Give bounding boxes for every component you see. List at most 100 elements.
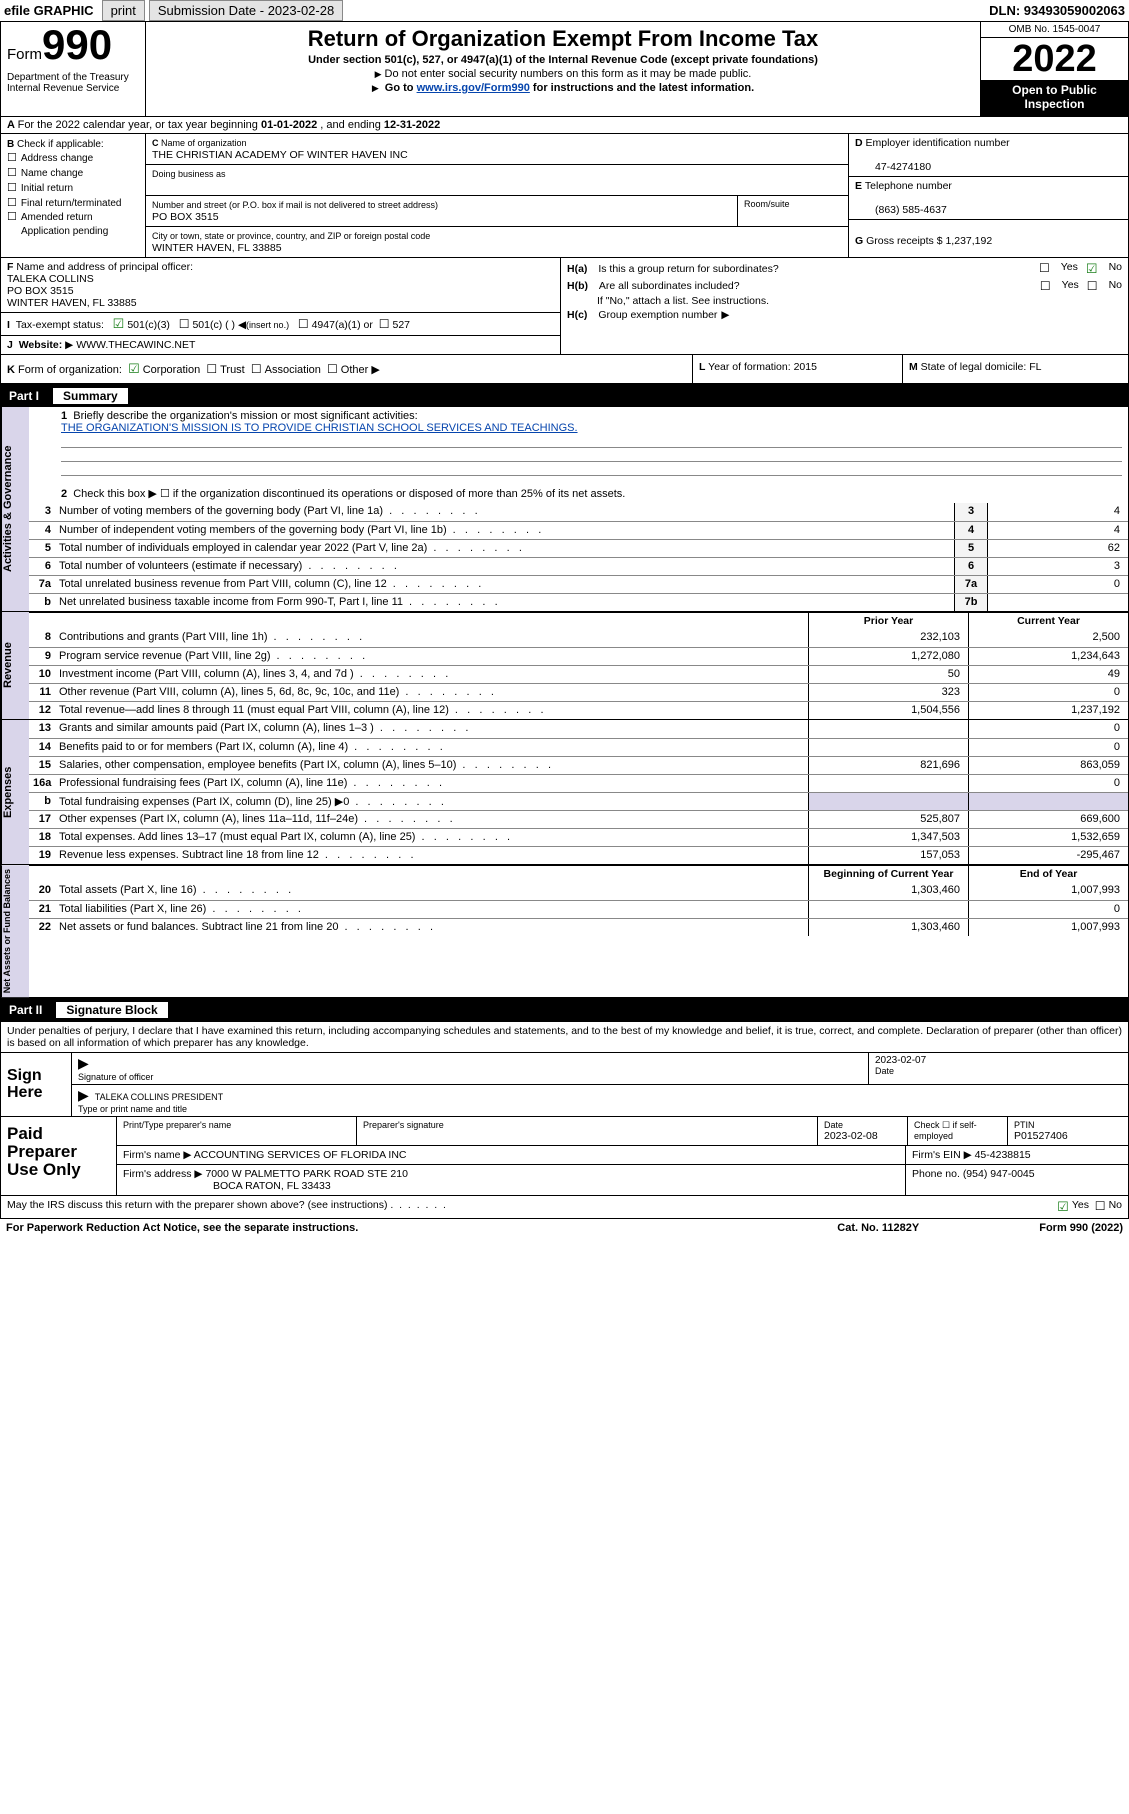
fin-row: 16aProfessional fundraising fees (Part I… bbox=[29, 774, 1128, 792]
part1-header: Part I Summary bbox=[1, 385, 1128, 407]
fin-row: 17Other expenses (Part IX, column (A), l… bbox=[29, 810, 1128, 828]
col-c: C Name of organization THE CHRISTIAN ACA… bbox=[146, 134, 848, 257]
sig-declaration: Under penalties of perjury, I declare th… bbox=[1, 1021, 1128, 1052]
chk-trust[interactable] bbox=[206, 364, 220, 376]
h-right: H(a) Is this a group return for subordin… bbox=[561, 258, 1128, 354]
room-suite: Room/suite bbox=[738, 196, 848, 226]
chk-final-return[interactable]: Final return/terminated bbox=[7, 198, 121, 209]
form-subtitle-2: Do not enter social security numbers on … bbox=[154, 68, 972, 80]
hb-no[interactable] bbox=[1087, 279, 1101, 293]
fin-row: 12Total revenue—add lines 8 through 11 (… bbox=[29, 701, 1128, 719]
form-subtitle-1: Under section 501(c), 527, or 4947(a)(1)… bbox=[154, 54, 972, 66]
col-b: B Check if applicable: Address change Na… bbox=[1, 134, 146, 257]
ha-no[interactable] bbox=[1086, 261, 1101, 277]
officer-name: TALEKA COLLINS bbox=[7, 273, 94, 285]
sidetab-gov: Activities & Governance bbox=[1, 407, 29, 611]
officer-signature-line[interactable]: Signature of officer bbox=[72, 1053, 868, 1084]
fin-row: bTotal fundraising expenses (Part IX, co… bbox=[29, 792, 1128, 810]
firm-addr1: 7000 W PALMETTO PARK ROAD STE 210 bbox=[205, 1168, 407, 1180]
gov-row: 4Number of independent voting members of… bbox=[29, 521, 1128, 539]
netassets-section: Net Assets or Fund Balances Beginning of… bbox=[1, 865, 1128, 999]
form-number: 990 bbox=[42, 21, 112, 68]
revenue-body: Prior Year Current Year 8Contributions a… bbox=[29, 612, 1128, 719]
dln-label: DLN: 93493059002063 bbox=[985, 1, 1129, 20]
officer-addr1: PO BOX 3515 bbox=[7, 285, 74, 297]
col-d: D Employer identification number 47-4274… bbox=[848, 134, 1128, 257]
form-container: Form990 Department of the Treasury Inter… bbox=[0, 21, 1129, 1219]
ha-yes[interactable] bbox=[1039, 261, 1053, 277]
chk-self-employed[interactable]: Check ☐ if self-employed bbox=[914, 1120, 1001, 1141]
chk-501c[interactable] bbox=[179, 319, 193, 331]
block-bcd: B Check if applicable: Address change Na… bbox=[1, 134, 1128, 257]
expenses-section: Expenses 13Grants and similar amounts pa… bbox=[1, 720, 1128, 865]
fin-row: 20Total assets (Part X, line 16)1,303,46… bbox=[29, 882, 1128, 900]
discuss-yes[interactable] bbox=[1057, 1199, 1072, 1215]
col-headers-py-cy: Prior Year Current Year bbox=[29, 612, 1128, 629]
year-formation: L Year of formation: 2015 bbox=[693, 355, 903, 383]
telephone-value: (863) 585-4637 bbox=[875, 204, 947, 216]
chk-amended-return[interactable]: Amended return bbox=[7, 212, 93, 223]
gov-row: 6Total number of volunteers (estimate if… bbox=[29, 557, 1128, 575]
fin-row: 15Salaries, other compensation, employee… bbox=[29, 756, 1128, 774]
sig-date: 2023-02-07Date bbox=[868, 1053, 1128, 1084]
mission-text[interactable]: THE ORGANIZATION'S MISSION IS TO PROVIDE… bbox=[61, 422, 578, 434]
prep-date: 2023-02-08 bbox=[824, 1130, 878, 1142]
chk-assoc[interactable] bbox=[251, 364, 265, 376]
chk-address-change[interactable]: Address change bbox=[7, 153, 93, 164]
chk-other[interactable] bbox=[327, 364, 341, 376]
line-a: A For the 2022 calendar year, or tax yea… bbox=[1, 117, 1128, 134]
firm-name: ACCOUNTING SERVICES OF FLORIDA INC bbox=[194, 1149, 407, 1161]
dept-label: Department of the Treasury Internal Reve… bbox=[7, 72, 139, 94]
chk-corp[interactable] bbox=[128, 364, 143, 376]
chk-initial-return[interactable]: Initial return bbox=[7, 183, 73, 194]
discuss-no[interactable] bbox=[1095, 1199, 1109, 1215]
submission-date-button[interactable]: Submission Date - 2023-02-28 bbox=[149, 0, 343, 21]
sidetab-expenses: Expenses bbox=[1, 720, 29, 864]
ein-value: 47-4274180 bbox=[875, 161, 931, 173]
pra-notice: For Paperwork Reduction Act Notice, see … bbox=[6, 1222, 358, 1234]
sign-here-block: Sign Here Signature of officer 2023-02-0… bbox=[1, 1052, 1128, 1116]
chk-name-change[interactable]: Name change bbox=[7, 168, 83, 179]
form-title: Return of Organization Exempt From Incom… bbox=[154, 26, 972, 52]
header-left: Form990 Department of the Treasury Inter… bbox=[1, 22, 146, 116]
website-value: WWW.THECAWINC.NET bbox=[76, 339, 195, 351]
fin-row: 8Contributions and grants (Part VIII, li… bbox=[29, 629, 1128, 647]
fin-row: 18Total expenses. Add lines 13–17 (must … bbox=[29, 828, 1128, 846]
sign-here-label: Sign Here bbox=[1, 1053, 71, 1116]
fg-left: F Name and address of principal officer:… bbox=[1, 258, 561, 354]
footer: For Paperwork Reduction Act Notice, see … bbox=[0, 1219, 1129, 1237]
org-city: WINTER HAVEN, FL 33885 bbox=[152, 242, 282, 254]
fin-row: 9Program service revenue (Part VIII, lin… bbox=[29, 647, 1128, 665]
hb-yes[interactable] bbox=[1040, 279, 1054, 293]
firm-ein: 45-4238815 bbox=[975, 1149, 1031, 1161]
sidetab-revenue: Revenue bbox=[1, 612, 29, 719]
ptin-value: P01527406 bbox=[1014, 1130, 1068, 1142]
fin-row: 21Total liabilities (Part X, line 26)0 bbox=[29, 900, 1128, 918]
print-button[interactable]: print bbox=[102, 0, 145, 21]
form-subtitle-3: Go to www.irs.gov/Form990 for instructio… bbox=[154, 82, 972, 94]
fin-row: 11Other revenue (Part VIII, column (A), … bbox=[29, 683, 1128, 701]
chk-app-pending[interactable]: Application pending bbox=[21, 225, 108, 239]
irs-discuss-row: May the IRS discuss this return with the… bbox=[1, 1195, 1128, 1218]
header-right: OMB No. 1545-0047 2022 Open to Public In… bbox=[980, 22, 1128, 116]
fgh-row: F Name and address of principal officer:… bbox=[1, 257, 1128, 354]
gov-row: 5Total number of individuals employed in… bbox=[29, 539, 1128, 557]
firm-phone: (954) 947-0045 bbox=[963, 1168, 1035, 1180]
header-middle: Return of Organization Exempt From Incom… bbox=[146, 22, 980, 116]
chk-527[interactable] bbox=[379, 319, 393, 331]
efile-label: efile GRAPHIC bbox=[0, 1, 98, 20]
gov-row: 3Number of voting members of the governi… bbox=[29, 503, 1128, 521]
firm-addr2: BOCA RATON, FL 33433 bbox=[213, 1180, 331, 1192]
gov-row: bNet unrelated business taxable income f… bbox=[29, 593, 1128, 611]
form-label: Form bbox=[7, 46, 42, 63]
fin-row: 19Revenue less expenses. Subtract line 1… bbox=[29, 846, 1128, 864]
gross-receipts: 1,237,192 bbox=[945, 235, 992, 247]
fin-row: 10Investment income (Part VIII, column (… bbox=[29, 665, 1128, 683]
paid-preparer-label: Paid Preparer Use Only bbox=[1, 1117, 116, 1195]
chk-501c3[interactable] bbox=[113, 319, 128, 331]
irs-link[interactable]: www.irs.gov/Form990 bbox=[417, 82, 530, 94]
topbar: efile GRAPHIC print Submission Date - 20… bbox=[0, 0, 1129, 21]
chk-4947[interactable] bbox=[298, 319, 312, 331]
state-domicile: M State of legal domicile: FL bbox=[903, 355, 1128, 383]
fin-row: 14Benefits paid to or for members (Part … bbox=[29, 738, 1128, 756]
